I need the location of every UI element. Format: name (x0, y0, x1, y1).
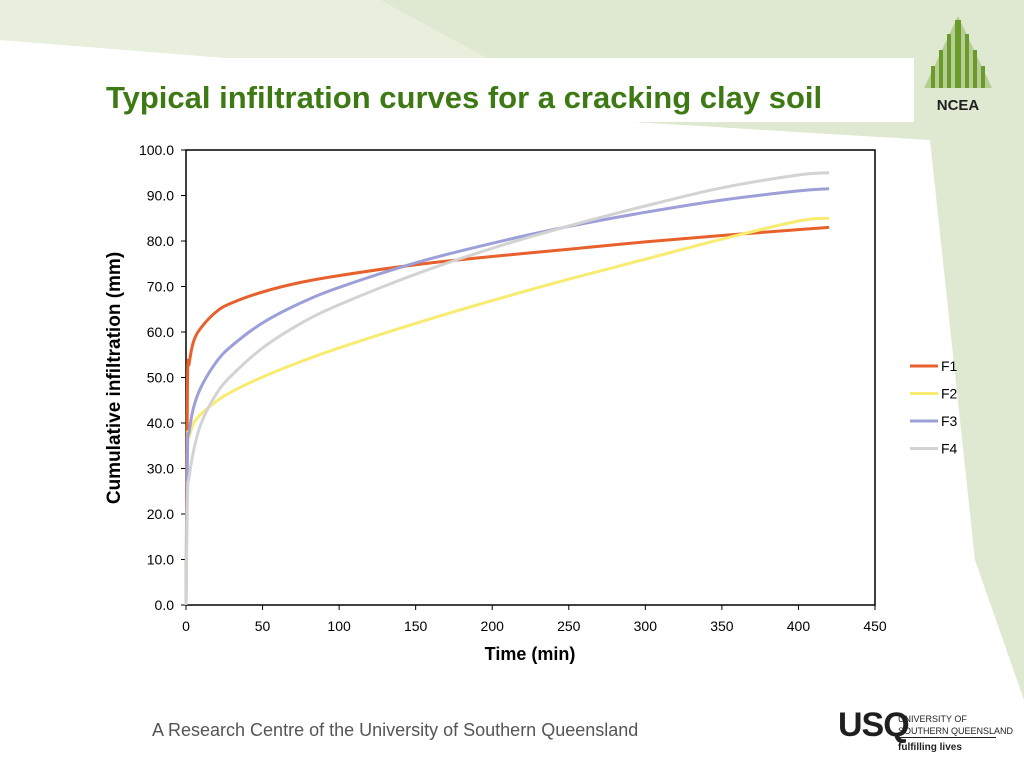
x-axis-ticks: 0 50 100 150 200 250 300 350 400 450 (182, 605, 887, 634)
x-tick-label: 450 (863, 618, 887, 634)
x-tick-label: 350 (710, 618, 734, 634)
ncea-logo-text: NCEA (937, 97, 980, 114)
y-tick-label: 60.0 (147, 324, 174, 340)
legend-label-f1: F1 (941, 358, 958, 374)
series-line-f4 (184, 171, 830, 606)
usq-name: UNIVERSITY OF SOUTHERN QUEENSLAND (898, 713, 1013, 737)
usq-name-line2: SOUTHERN QUEENSLAND (898, 726, 1014, 736)
usq-divider (898, 737, 996, 738)
x-tick-label: 100 (327, 618, 351, 634)
tree-icon (924, 16, 992, 88)
series-line-f3 (184, 187, 830, 606)
y-tick-label: 100.0 (139, 142, 174, 158)
series-lines (184, 171, 830, 606)
x-tick-label: 200 (481, 618, 505, 634)
y-tick-label: 30.0 (147, 461, 174, 477)
y-tick-label: 80.0 (147, 233, 174, 249)
y-tick-label: 10.0 (147, 552, 174, 568)
y-tick-label: 20.0 (147, 506, 174, 522)
series-line-f1 (184, 225, 830, 606)
ncea-logo: NCEA (924, 16, 992, 114)
y-tick-label: 40.0 (147, 415, 174, 431)
legend-label-f3: F3 (941, 413, 958, 429)
y-axis-label: Cumulative infiltration (mm) (104, 252, 125, 504)
x-tick-label: 400 (787, 618, 811, 634)
x-tick-label: 50 (255, 618, 271, 634)
x-tick-label: 0 (182, 618, 190, 634)
x-tick-label: 300 (634, 618, 658, 634)
usq-tagline: fulfilling lives (898, 742, 962, 753)
slide-title: Typical infiltration curves for a cracki… (0, 58, 914, 122)
usq-name-line1: UNIVERSITY OF (898, 714, 967, 724)
y-tick-label: 50.0 (147, 370, 174, 386)
legend-label-f4: F4 (941, 441, 958, 457)
x-axis-label: Time (min) (485, 644, 576, 664)
footer-text: A Research Centre of the University of S… (152, 720, 639, 740)
legend-label-f2: F2 (941, 386, 958, 402)
y-tick-label: 70.0 (147, 279, 174, 295)
x-tick-label: 150 (404, 618, 428, 634)
plot-area (185, 149, 876, 606)
usq-logo: USQ (838, 706, 910, 744)
y-tick-label: 0.0 (155, 597, 175, 613)
y-axis-ticks: 0.0 10.0 20.0 30.0 40.0 50.0 60.0 70.0 80.0 90.0 1… (139, 142, 186, 613)
y-tick-label: 90.0 (147, 188, 174, 204)
legend: F1 F2 F3 F4 (910, 358, 958, 457)
x-tick-label: 250 (557, 618, 581, 634)
